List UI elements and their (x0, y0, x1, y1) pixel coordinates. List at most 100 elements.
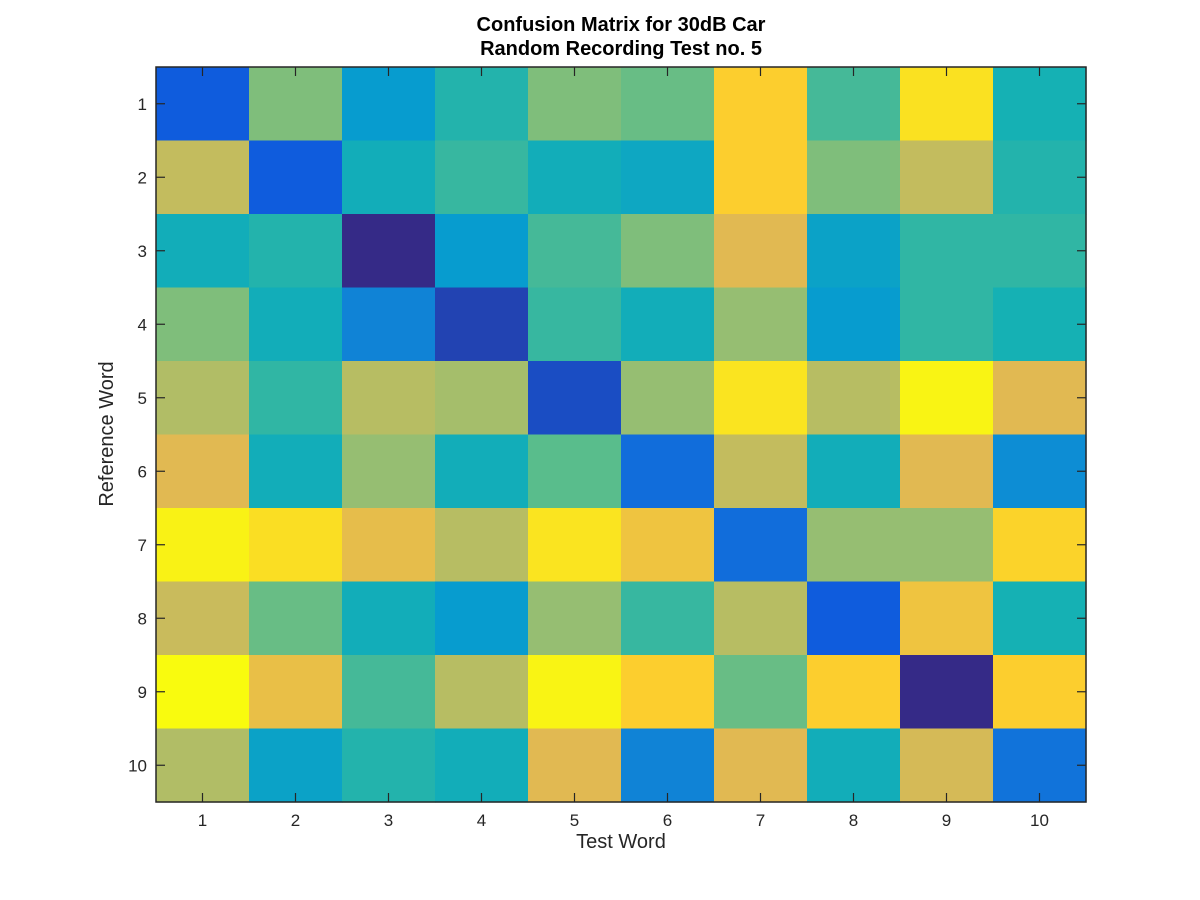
heatmap-cell-r8-c5 (528, 581, 622, 656)
heatmap-cell-r3-c6 (621, 214, 715, 289)
heatmap-cell-r1-c6 (621, 67, 715, 142)
heatmap-cell-r8-c7 (714, 581, 808, 656)
y-tick-labels: 1 2 3 4 5 6 7 8 9 10 (128, 95, 147, 776)
heatmap-cell-r7-c2 (249, 508, 343, 583)
heatmap-cell-r9-c1 (156, 655, 250, 730)
heatmap-cell-r2-c4 (435, 140, 529, 215)
heatmap-cell-r2-c10 (993, 140, 1087, 215)
heatmap-cell-r5-c6 (621, 361, 715, 436)
y-tick-label: 7 (138, 536, 147, 555)
heatmap-cell-r7-c4 (435, 508, 529, 583)
heatmap-cells (156, 67, 1087, 803)
heatmap-cell-r5-c3 (342, 361, 436, 436)
heatmap-cell-r9-c9 (900, 655, 994, 730)
heatmap-cell-r1-c5 (528, 67, 622, 142)
heatmap-cell-r8-c2 (249, 581, 343, 656)
heatmap-cell-r1-c9 (900, 67, 994, 142)
y-tick-label: 3 (138, 242, 147, 261)
y-tick-label: 10 (128, 756, 147, 775)
x-tick-label: 8 (849, 811, 858, 830)
heatmap-cell-r7-c7 (714, 508, 808, 583)
heatmap-cell-r6-c4 (435, 434, 529, 509)
heatmap-cell-r2-c2 (249, 140, 343, 215)
x-axis-label: Test Word (576, 831, 666, 853)
chart-title-line-1: Confusion Matrix for 30dB Car (477, 14, 766, 36)
heatmap-cell-r9-c4 (435, 655, 529, 730)
heatmap-cell-r2-c9 (900, 140, 994, 215)
heatmap-cell-r9-c10 (993, 655, 1087, 730)
x-tick-label: 9 (942, 811, 951, 830)
heatmap-cell-r7-c1 (156, 508, 250, 583)
chart-title-line-2: Random Recording Test no. 5 (480, 38, 762, 60)
heatmap-cell-r10-c8 (807, 728, 901, 803)
heatmap-cell-r1-c3 (342, 67, 436, 142)
heatmap-cell-r8-c1 (156, 581, 250, 656)
heatmap-cell-r9-c6 (621, 655, 715, 730)
heatmap-cell-r8-c4 (435, 581, 529, 656)
heatmap-cell-r6-c9 (900, 434, 994, 509)
heatmap-cell-r6-c8 (807, 434, 901, 509)
heatmap-cell-r1-c8 (807, 67, 901, 142)
heatmap-cell-r6-c1 (156, 434, 250, 509)
heatmap-cell-r4-c2 (249, 287, 343, 362)
heatmap-cell-r8-c8 (807, 581, 901, 656)
heatmap-cell-r7-c9 (900, 508, 994, 583)
heatmap-cell-r5-c2 (249, 361, 343, 436)
plot-frame (155, 66, 1087, 803)
x-tick-label: 4 (477, 811, 486, 830)
heatmap-cell-r6-c2 (249, 434, 343, 509)
x-tick-label: 5 (570, 811, 579, 830)
heatmap-cell-r10-c7 (714, 728, 808, 803)
heatmap-cell-r2-c3 (342, 140, 436, 215)
heatmap-cell-r2-c1 (156, 140, 250, 215)
heatmap-cell-r4-c3 (342, 287, 436, 362)
heatmap-cell-r5-c4 (435, 361, 529, 436)
heatmap-cell-r10-c6 (621, 728, 715, 803)
heatmap-cell-r10-c1 (156, 728, 250, 803)
heatmap-cell-r9-c7 (714, 655, 808, 730)
y-axis-label: Reference Word (96, 361, 118, 506)
heatmap-cell-r5-c8 (807, 361, 901, 436)
heatmap-cell-r10-c5 (528, 728, 622, 803)
heatmap-cell-r7-c5 (528, 508, 622, 583)
heatmap-cell-r9-c3 (342, 655, 436, 730)
heatmap-cell-r4-c8 (807, 287, 901, 362)
x-tick-label: 1 (198, 811, 207, 830)
heatmap-cell-r10-c10 (993, 728, 1087, 803)
x-tick-label: 3 (384, 811, 393, 830)
x-tick-label: 2 (291, 811, 300, 830)
heatmap-cell-r4-c4 (435, 287, 529, 362)
heatmap-cell-r4-c10 (993, 287, 1087, 362)
heatmap-cell-r4-c5 (528, 287, 622, 362)
y-tick-label: 9 (138, 683, 147, 702)
heatmap-cell-r6-c10 (993, 434, 1087, 509)
x-tick-label: 6 (663, 811, 672, 830)
heatmap-cell-r7-c10 (993, 508, 1087, 583)
heatmap-cell-r10-c4 (435, 728, 529, 803)
x-tick-label: 7 (756, 811, 765, 830)
heatmap-cell-r1-c10 (993, 67, 1087, 142)
y-tick-label: 1 (138, 95, 147, 114)
heatmap-cell-r3-c2 (249, 214, 343, 289)
heatmap-cell-r6-c5 (528, 434, 622, 509)
heatmap-cell-r8-c3 (342, 581, 436, 656)
heatmap-cell-r7-c8 (807, 508, 901, 583)
heatmap-cell-r2-c5 (528, 140, 622, 215)
heatmap-cell-r5-c7 (714, 361, 808, 436)
heatmap-cell-r3-c8 (807, 214, 901, 289)
heatmap-cell-r1-c1 (156, 67, 250, 142)
heatmap-cell-r8-c10 (993, 581, 1087, 656)
heatmap-cell-r2-c8 (807, 140, 901, 215)
heatmap-cell-r7-c3 (342, 508, 436, 583)
heatmap-cell-r6-c7 (714, 434, 808, 509)
heatmap-cell-r3-c5 (528, 214, 622, 289)
heatmap-cell-r7-c6 (621, 508, 715, 583)
heatmap-cell-r5-c9 (900, 361, 994, 436)
heatmap-cell-r9-c8 (807, 655, 901, 730)
heatmap-cell-r6-c3 (342, 434, 436, 509)
heatmap-cell-r3-c1 (156, 214, 250, 289)
axis-ticks (156, 67, 1086, 802)
heatmap-cell-r5-c5 (528, 361, 622, 436)
heatmap-cell-r3-c3 (342, 214, 436, 289)
